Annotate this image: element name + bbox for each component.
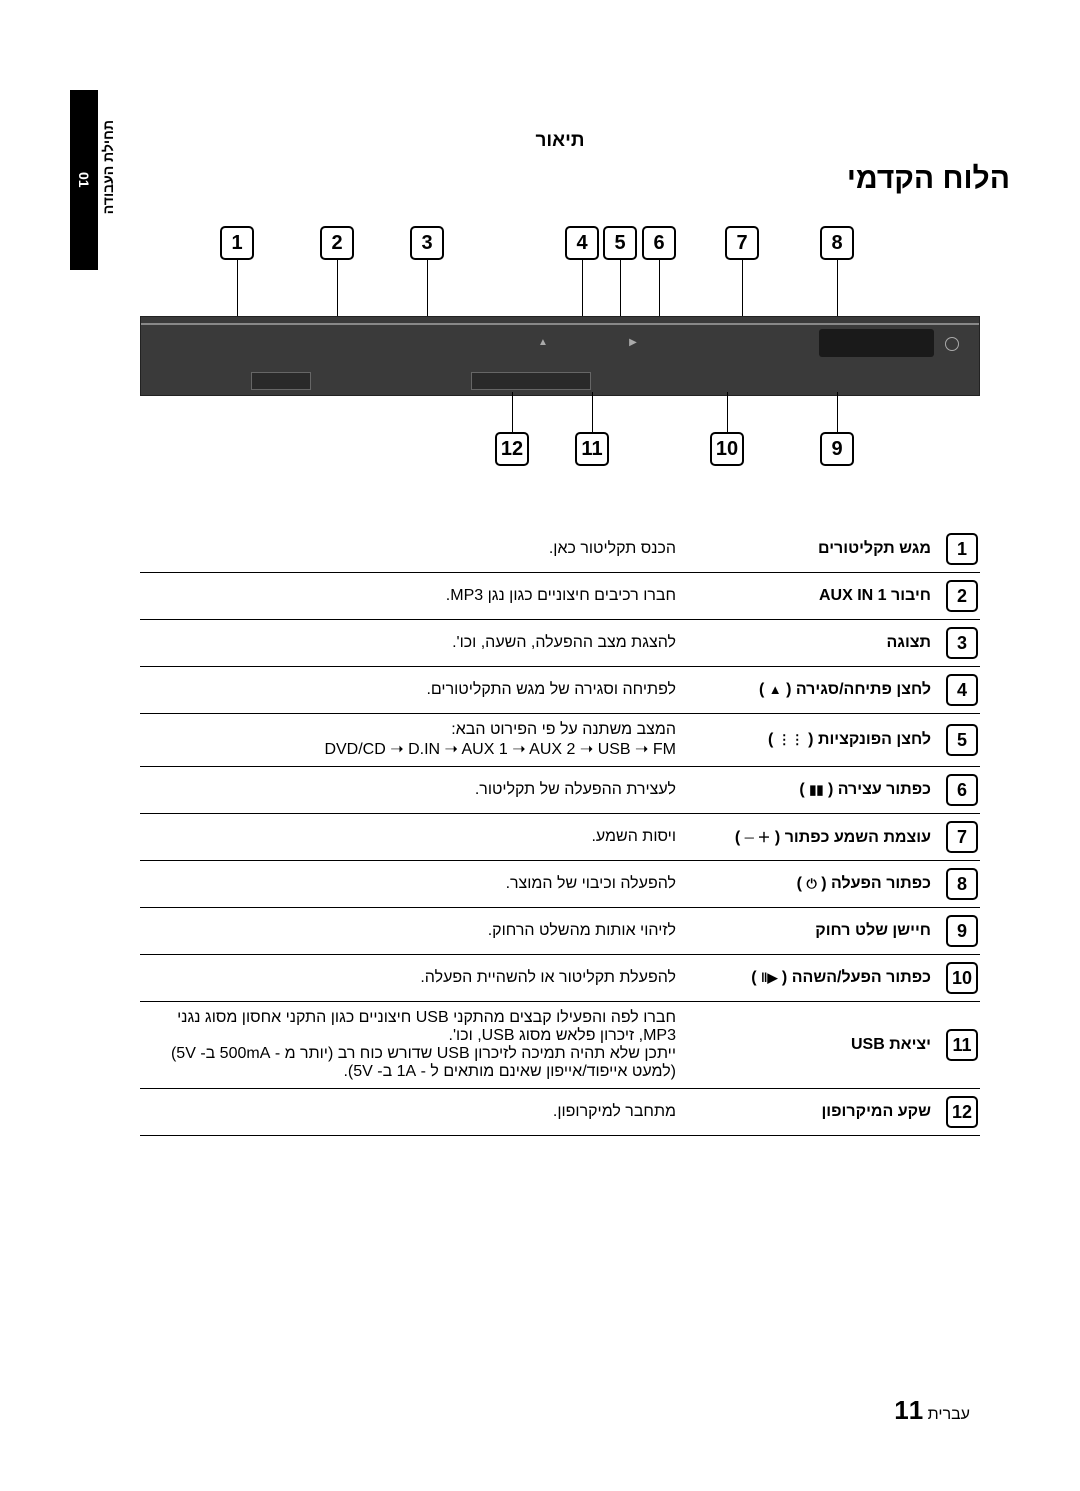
table-row: 4 לחצן פתיחה/סגירה ( ▲ )לפתיחה וסגירה של … — [140, 667, 980, 714]
row-number: 5 — [946, 724, 978, 756]
table-row: 5 לחצן הפונקציות ( ⋮⋮ )המצב משתנה על פי ה… — [140, 714, 980, 767]
section-header: תיאור — [110, 130, 1010, 152]
table-row: 9 חיישן שלט רחוקלזיהוי אותות מהשלט הרחוק. — [140, 908, 980, 955]
features-table: 1 מגש תקליטוריםהכנס תקליטור כאן. 2 חיבור AU… — [140, 526, 980, 1136]
callout-6: 6 — [642, 226, 676, 260]
row-number: 4 — [946, 674, 978, 706]
row-number: 2 — [946, 580, 978, 612]
row-number: 3 — [946, 627, 978, 659]
row-desc: להפעלת תקליטור או להשהיית הפעלה. — [142, 969, 686, 987]
row-desc: הכנס תקליטור כאן. — [142, 540, 686, 558]
row-desc: לזיהוי אותות מהשלט הרחוק. — [142, 922, 686, 940]
table-row: 7 עוצמת השמע כפתור ( ＋ ─ )ויסות השמע. — [140, 814, 980, 861]
callout-2: 2 — [320, 226, 354, 260]
row-label: כפתור הפעלה ( ⏻ ) — [686, 875, 931, 893]
row-desc: ויסות השמע. — [142, 828, 686, 846]
row-desc: להצגת מצב ההפעלה, השעה, וכו'. — [142, 634, 686, 652]
callout-7: 7 — [725, 226, 759, 260]
label-icon: ▶‖ — [761, 970, 777, 985]
row-desc: חברו לפה והפעילו קבצים מהתקני USB חיצוני… — [142, 1009, 686, 1081]
table-row: 1 מגש תקליטוריםהכנס תקליטור כאן. — [140, 526, 980, 573]
callout-12: 12 — [495, 432, 529, 466]
table-row: 6 כפתור עצירה ( ▮▮ )לעצירת ההפעלה של תקלי… — [140, 767, 980, 814]
footer-lang: עברית — [928, 1406, 970, 1423]
row-number: 7 — [946, 821, 978, 853]
callout-8: 8 — [820, 226, 854, 260]
row-label: לחצן הפונקציות ( ⋮⋮ ) — [686, 731, 931, 749]
row-desc: המצב משתנה על פי הפירוט הבא:DVD/CD ➝ D.I… — [142, 721, 686, 759]
row-desc: לפתיחה וסגירה של מגש התקליטורים. — [142, 681, 686, 699]
aux-port — [251, 372, 311, 390]
row-number: 1 — [946, 533, 978, 565]
label-icon: ⏻ — [806, 876, 816, 891]
table-row: 8 כפתור הפעלה ( ⏻ )להפעלה וכיבוי של המוצר… — [140, 861, 980, 908]
row-label: חיבור AUX IN 1 — [686, 587, 931, 605]
row-label: תצוגה — [686, 634, 931, 652]
device-btn — [566, 337, 580, 351]
row-label: מגש תקליטורים — [686, 540, 931, 558]
side-tab-text: תחילת העבודה — [100, 120, 120, 214]
table-row: 10 כפתור הפעל/השהה ( ▶‖ )להפעלת תקליטור א… — [140, 955, 980, 1002]
row-number: 10 — [946, 962, 978, 994]
callout-3: 3 — [410, 226, 444, 260]
table-row: 11 יציאת USBחברו לפה והפעילו קבצים מהתקני… — [140, 1002, 980, 1089]
page-footer: עברית 11 — [894, 1395, 970, 1426]
footer-page: 11 — [894, 1395, 923, 1425]
row-number: 6 — [946, 774, 978, 806]
row-label: כפתור עצירה ( ▮▮ ) — [686, 781, 931, 799]
device-diagram: 12345678 ▲▶ 1211109 — [140, 226, 980, 466]
row-number: 8 — [946, 868, 978, 900]
row-number: 9 — [946, 915, 978, 947]
side-tab-num: 01 — [76, 172, 92, 188]
row-label: עוצמת השמע כפתור ( ＋ ─ ) — [686, 827, 931, 847]
device-btn: ▶ — [626, 337, 640, 351]
row-number: 12 — [946, 1096, 978, 1128]
row-label: לחצן פתיחה/סגירה ( ▲ ) — [686, 681, 931, 699]
device-btn: ▲ — [536, 337, 550, 351]
row-desc: לעצירת ההפעלה של תקליטור. — [142, 781, 686, 799]
row-desc: להפעלה וכיבוי של המוצר. — [142, 875, 686, 893]
row-label: כפתור הפעל/השהה ( ▶‖ ) — [686, 969, 931, 987]
table-row: 12 שקע המיקרופוןמתחבר למיקרופון. — [140, 1089, 980, 1136]
page-title: הלוח הקדמי — [110, 162, 1010, 196]
callout-1: 1 — [220, 226, 254, 260]
device-display — [819, 329, 934, 357]
device-btn — [596, 337, 610, 351]
callout-9: 9 — [820, 432, 854, 466]
power-icon — [945, 337, 959, 351]
row-number: 11 — [946, 1029, 978, 1061]
callout-4: 4 — [565, 226, 599, 260]
mic-port — [471, 372, 591, 390]
label-icon: ＋ ─ — [745, 830, 771, 845]
row-label: יציאת USB — [686, 1036, 931, 1054]
callout-11: 11 — [575, 432, 609, 466]
label-icon: ⋮⋮ — [778, 732, 804, 747]
label-icon: ▲ — [769, 682, 782, 697]
device-body: ▲▶ — [140, 316, 980, 396]
label-icon: ▮▮ — [809, 782, 823, 797]
row-desc: מתחבר למיקרופון. — [142, 1103, 686, 1121]
row-desc: חברו רכיבים חיצוניים כגון נגן MP3. — [142, 587, 686, 605]
table-row: 3 תצוגהלהצגת מצב ההפעלה, השעה, וכו'. — [140, 620, 980, 667]
row-label: חיישן שלט רחוק — [686, 922, 931, 940]
callout-5: 5 — [603, 226, 637, 260]
table-row: 2 חיבור AUX IN 1חברו רכיבים חיצוניים כגון… — [140, 573, 980, 620]
callout-10: 10 — [710, 432, 744, 466]
side-tab: 01 — [70, 90, 98, 270]
row-label: שקע המיקרופון — [686, 1103, 931, 1121]
